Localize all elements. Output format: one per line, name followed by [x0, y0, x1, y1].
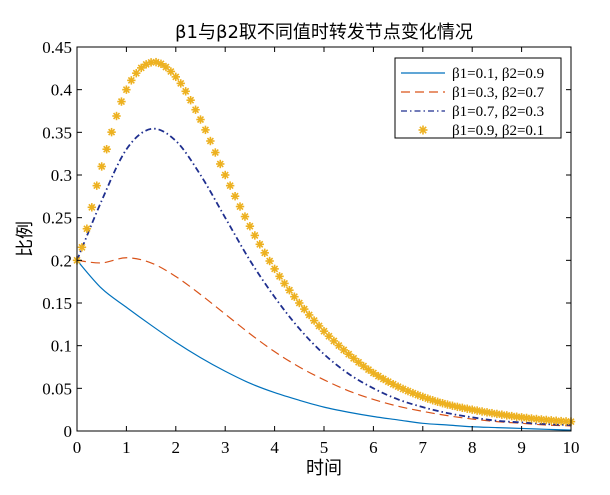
series-4-point — [250, 231, 260, 240]
series-4-point — [107, 127, 116, 137]
series-4-point — [235, 202, 245, 211]
series-4-point — [191, 105, 200, 114]
series-4-point — [127, 76, 136, 85]
series-3-line — [76, 127, 572, 426]
axes-layer: 0 1 2 3 4 5 6 7 8 9 10 0 0.05 0.1 0.15 0.2 0.25 0.3 0.35 0.… — [42, 38, 579, 457]
series-4-point — [176, 79, 185, 88]
series-4-point — [285, 285, 294, 295]
series-4-point — [309, 316, 319, 325]
x-tick-label: 0 — [73, 438, 82, 457]
series-4-point — [117, 97, 126, 106]
series-4-point — [196, 115, 205, 124]
x-tick-label: 9 — [517, 438, 526, 457]
series-4-point — [300, 304, 309, 314]
x-tick-label: 8 — [468, 438, 477, 457]
series-4-point — [304, 310, 314, 320]
y-tick-label: 0 — [64, 422, 73, 441]
y-tick-label: 0.2 — [51, 251, 72, 270]
series-4-point — [77, 243, 87, 252]
series-4-point — [344, 350, 353, 359]
y-tick-label: 0.05 — [42, 379, 72, 398]
y-tick-label: 0.45 — [42, 38, 72, 57]
x-tick-label: 2 — [172, 438, 181, 457]
series-4-point — [314, 321, 324, 331]
series-4-point — [359, 361, 368, 371]
x-tick-label: 7 — [419, 438, 428, 457]
series-4-point — [230, 191, 240, 201]
series-4-point — [171, 72, 180, 82]
x-tick-label: 5 — [320, 438, 329, 457]
legend: β1=0.1, β2=0.9 β1=0.3, β2=0.7 β1=0.7, β2=0… — [394, 57, 562, 139]
series-4-point — [295, 298, 304, 308]
legend-box — [394, 57, 562, 139]
x-tick-label: 10 — [563, 438, 580, 457]
series-4-point — [186, 95, 195, 105]
series-4-point — [122, 85, 131, 94]
series-4-point — [240, 212, 250, 221]
legend-label-4: β1=0.9, β2=0.1 — [452, 123, 544, 139]
series-4-point — [181, 87, 190, 96]
series-4-point — [112, 111, 121, 121]
series-4-point — [364, 365, 373, 374]
series-4-point — [280, 279, 289, 288]
series-4-point — [102, 145, 111, 154]
series-4-point — [265, 256, 274, 266]
series-4-point — [472, 406, 482, 415]
x-tick-label: 4 — [270, 438, 279, 457]
chart-title: β1与β2取不同值时转发节点变化情况 — [175, 22, 473, 43]
series-4-point — [275, 272, 284, 281]
series-4-point — [87, 203, 97, 212]
series-4-point — [211, 148, 220, 157]
y-tick-label: 0.4 — [51, 81, 73, 100]
series-4-point — [270, 264, 279, 274]
legend-label-3: β1=0.7, β2=0.3 — [452, 104, 544, 120]
series-layer — [72, 57, 576, 431]
series-4-point — [225, 181, 235, 190]
y-tick-label: 0.35 — [42, 123, 72, 142]
legend-marker-4 — [418, 125, 428, 135]
y-axis-label: 比例 — [15, 221, 36, 257]
series-4-point — [221, 170, 230, 180]
series-4-point — [216, 159, 225, 169]
series-2-line — [76, 257, 572, 427]
series-4-point — [290, 292, 299, 301]
legend-label-2: β1=0.3, β2=0.7 — [452, 85, 545, 101]
series-4-point — [507, 411, 516, 421]
series-4-point — [97, 162, 106, 171]
series-4-point — [260, 248, 269, 258]
y-tick-label: 0.1 — [51, 337, 72, 356]
y-tick-label: 0.3 — [51, 166, 72, 185]
series-4-point — [255, 240, 264, 249]
series-4-point — [319, 326, 329, 336]
legend-label-1: β1=0.1, β2=0.9 — [452, 66, 544, 82]
series-4-point — [137, 63, 146, 73]
series-4-point — [166, 67, 176, 76]
series-4-point — [132, 68, 141, 78]
series-1-line — [76, 259, 572, 431]
series-4-point — [245, 222, 255, 231]
series-4-point — [354, 358, 363, 367]
x-tick-label: 6 — [369, 438, 378, 457]
y-tick-label: 0.25 — [42, 209, 72, 228]
x-tick-label: 1 — [122, 438, 131, 457]
y-tick-label: 0.15 — [42, 294, 72, 313]
x-axis-label: 时间 — [306, 458, 342, 479]
x-tick-label: 3 — [221, 438, 230, 457]
series-4-point — [92, 181, 101, 190]
series-4-markers — [72, 57, 576, 426]
series-4-point — [339, 345, 348, 355]
series-4-point — [82, 224, 92, 233]
series-4-point — [201, 125, 210, 135]
series-4-point — [206, 136, 215, 146]
